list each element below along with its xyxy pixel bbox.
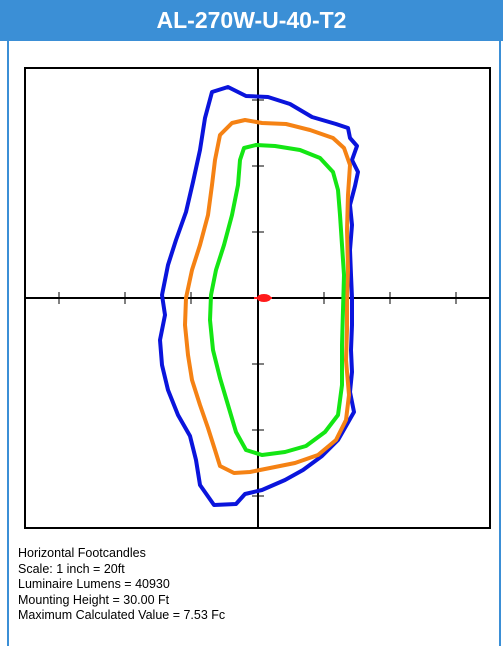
- x-axis-ticks: [58, 292, 457, 304]
- page-frame: [7, 41, 501, 646]
- luminaire-marker: [254, 294, 272, 302]
- caption-line-lumens: Luminaire Lumens = 40930: [18, 577, 170, 591]
- contour-middle: [183, 118, 352, 475]
- caption-line-mounting-height: Mounting Height = 30.00 Ft: [18, 592, 170, 607]
- contour-inner: [208, 143, 346, 457]
- contour-outer: [158, 85, 360, 507]
- y-axis-ticks: [252, 99, 264, 497]
- caption-line-max-value: Maximum Calculated Value = 7.53 Fc: [18, 608, 226, 622]
- caption-line-scale: Scale: 1 inch = 20ft: [18, 561, 125, 576]
- caption-line-metric: Horizontal Footcandles: [18, 546, 146, 560]
- plot-title: AL-270W-U-40-T2: [0, 0, 503, 41]
- plot-caption: Horizontal Footcandles Scale: 1 inch = 2…: [18, 546, 225, 624]
